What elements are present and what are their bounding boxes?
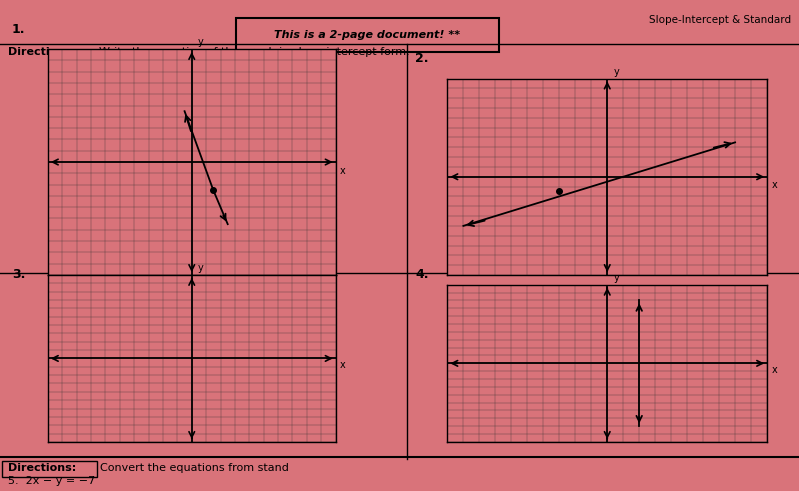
Text: This is a 2-page document! **: This is a 2-page document! ** bbox=[275, 30, 460, 40]
Text: x: x bbox=[340, 166, 346, 176]
Text: y: y bbox=[197, 263, 203, 273]
Text: Slope-Intercept & Standard: Slope-Intercept & Standard bbox=[649, 15, 791, 25]
Text: Directions:: Directions: bbox=[8, 47, 76, 56]
Text: Convert the equations from stand: Convert the equations from stand bbox=[100, 463, 288, 473]
Text: y: y bbox=[197, 37, 203, 47]
Text: 2.: 2. bbox=[415, 53, 429, 65]
FancyBboxPatch shape bbox=[2, 461, 97, 477]
Text: 3.: 3. bbox=[12, 269, 26, 281]
FancyBboxPatch shape bbox=[236, 18, 499, 52]
Text: Directions:: Directions: bbox=[8, 463, 76, 473]
Text: x: x bbox=[772, 365, 777, 375]
Text: x: x bbox=[772, 180, 777, 190]
Text: Write the equation of the graph in slope-intercept form.: Write the equation of the graph in slope… bbox=[92, 47, 410, 56]
Text: y: y bbox=[614, 67, 619, 77]
Text: 1.: 1. bbox=[12, 23, 26, 36]
Text: x: x bbox=[340, 360, 346, 370]
Text: y: y bbox=[614, 273, 619, 283]
Text: 4.: 4. bbox=[415, 269, 429, 281]
Text: 5.  2x − y = −7: 5. 2x − y = −7 bbox=[8, 476, 95, 486]
